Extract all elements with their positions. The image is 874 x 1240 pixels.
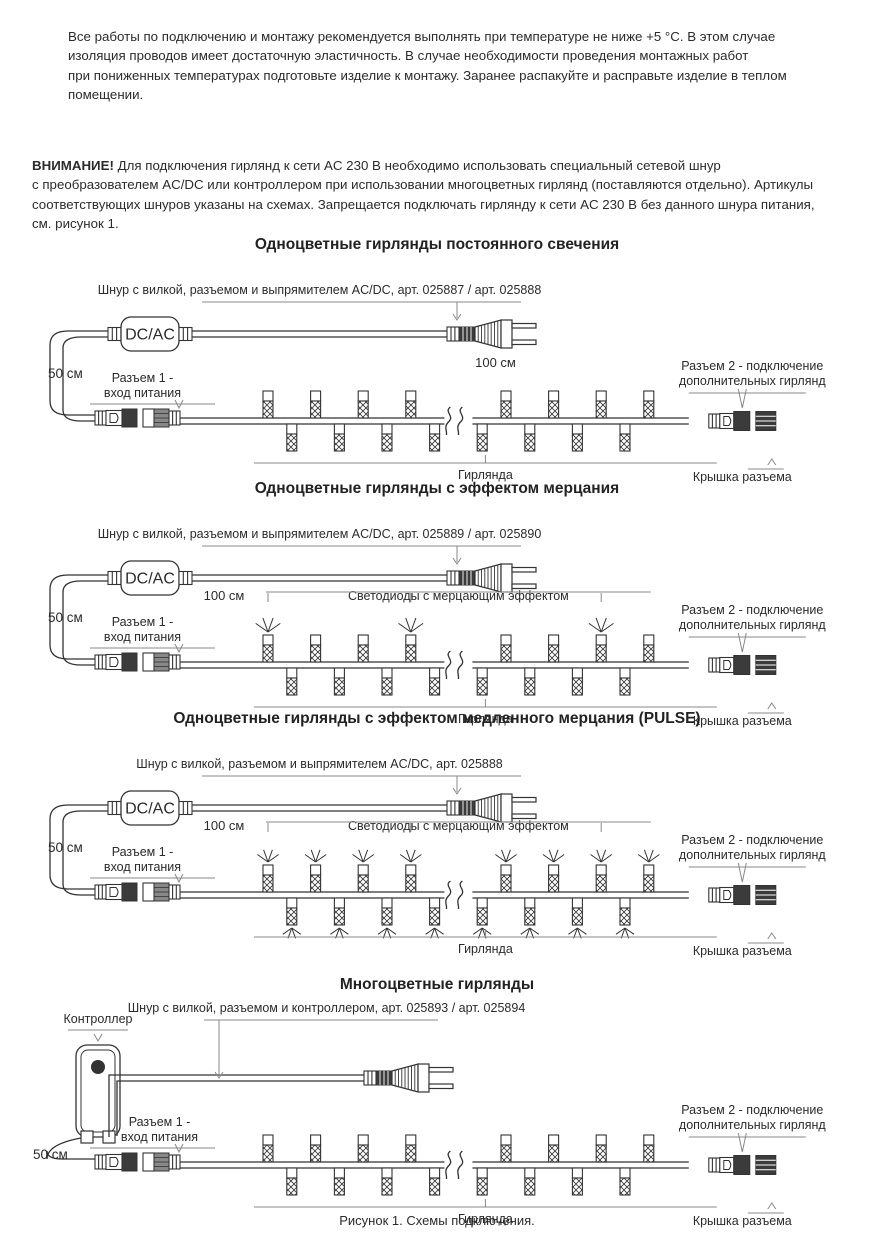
svg-text:Шнур с вилкой, разъемом и выпр: Шнур с вилкой, разъемом и выпрямителем A…	[98, 283, 542, 297]
svg-text:дополнительных гирлянд: дополнительных гирлянд	[679, 618, 826, 632]
svg-text:100 см: 100 см	[475, 355, 516, 370]
svg-text:дополнительных гирлянд: дополнительных гирлянд	[679, 374, 826, 388]
svg-text:Шнур с вилкой, разъемом и выпр: Шнур с вилкой, разъемом и выпрямителем A…	[98, 527, 542, 541]
svg-text:100 см: 100 см	[204, 588, 245, 603]
svg-text:Контроллер: Контроллер	[64, 1012, 133, 1026]
svg-text:вход питания: вход питания	[104, 860, 181, 874]
svg-text:вход питания: вход питания	[104, 386, 181, 400]
svg-text:Разъем 2 - подключение: Разъем 2 - подключение	[681, 1103, 823, 1117]
svg-text:50 см: 50 см	[48, 366, 83, 381]
svg-text:дополнительных гирлянд: дополнительных гирлянд	[679, 848, 826, 862]
svg-text:Разъем 2 - подключение: Разъем 2 - подключение	[681, 603, 823, 617]
svg-text:вход питания: вход питания	[104, 630, 181, 644]
svg-text:Разъем 2 - подключение: Разъем 2 - подключение	[681, 359, 823, 373]
svg-text:Шнур с вилкой, разъемом и выпр: Шнур с вилкой, разъемом и выпрямителем A…	[136, 757, 503, 771]
svg-text:Шнур с вилкой, разъемом и конт: Шнур с вилкой, разъемом и контроллером, …	[128, 1001, 526, 1015]
svg-text:Разъем 1 -: Разъем 1 -	[112, 615, 174, 629]
svg-text:DC/AC: DC/AC	[125, 801, 175, 818]
svg-text:Разъем 1 -: Разъем 1 -	[112, 845, 174, 859]
svg-text:50 см: 50 см	[48, 610, 83, 625]
svg-text:Разъем 1 -: Разъем 1 -	[129, 1115, 191, 1129]
svg-text:Гирлянда: Гирлянда	[458, 942, 513, 956]
svg-text:вход питания: вход питания	[121, 1130, 198, 1144]
svg-text:DC/AC: DC/AC	[125, 327, 175, 344]
svg-text:Светодиоды с мерцающим эффекто: Светодиоды с мерцающим эффектом	[348, 819, 569, 833]
svg-text:Разъем 1 -: Разъем 1 -	[112, 371, 174, 385]
svg-text:DC/AC: DC/AC	[125, 571, 175, 588]
svg-text:Разъем 2 - подключение: Разъем 2 - подключение	[681, 833, 823, 847]
svg-text:дополнительных гирлянд: дополнительных гирлянд	[679, 1118, 826, 1132]
svg-text:50 см: 50 см	[33, 1147, 68, 1162]
svg-text:Светодиоды с мерцающим эффекто: Светодиоды с мерцающим эффектом	[348, 589, 569, 603]
svg-text:Крышка разъема: Крышка разъема	[693, 944, 792, 958]
svg-text:50 см: 50 см	[48, 840, 83, 855]
svg-text:100 см: 100 см	[204, 818, 245, 833]
